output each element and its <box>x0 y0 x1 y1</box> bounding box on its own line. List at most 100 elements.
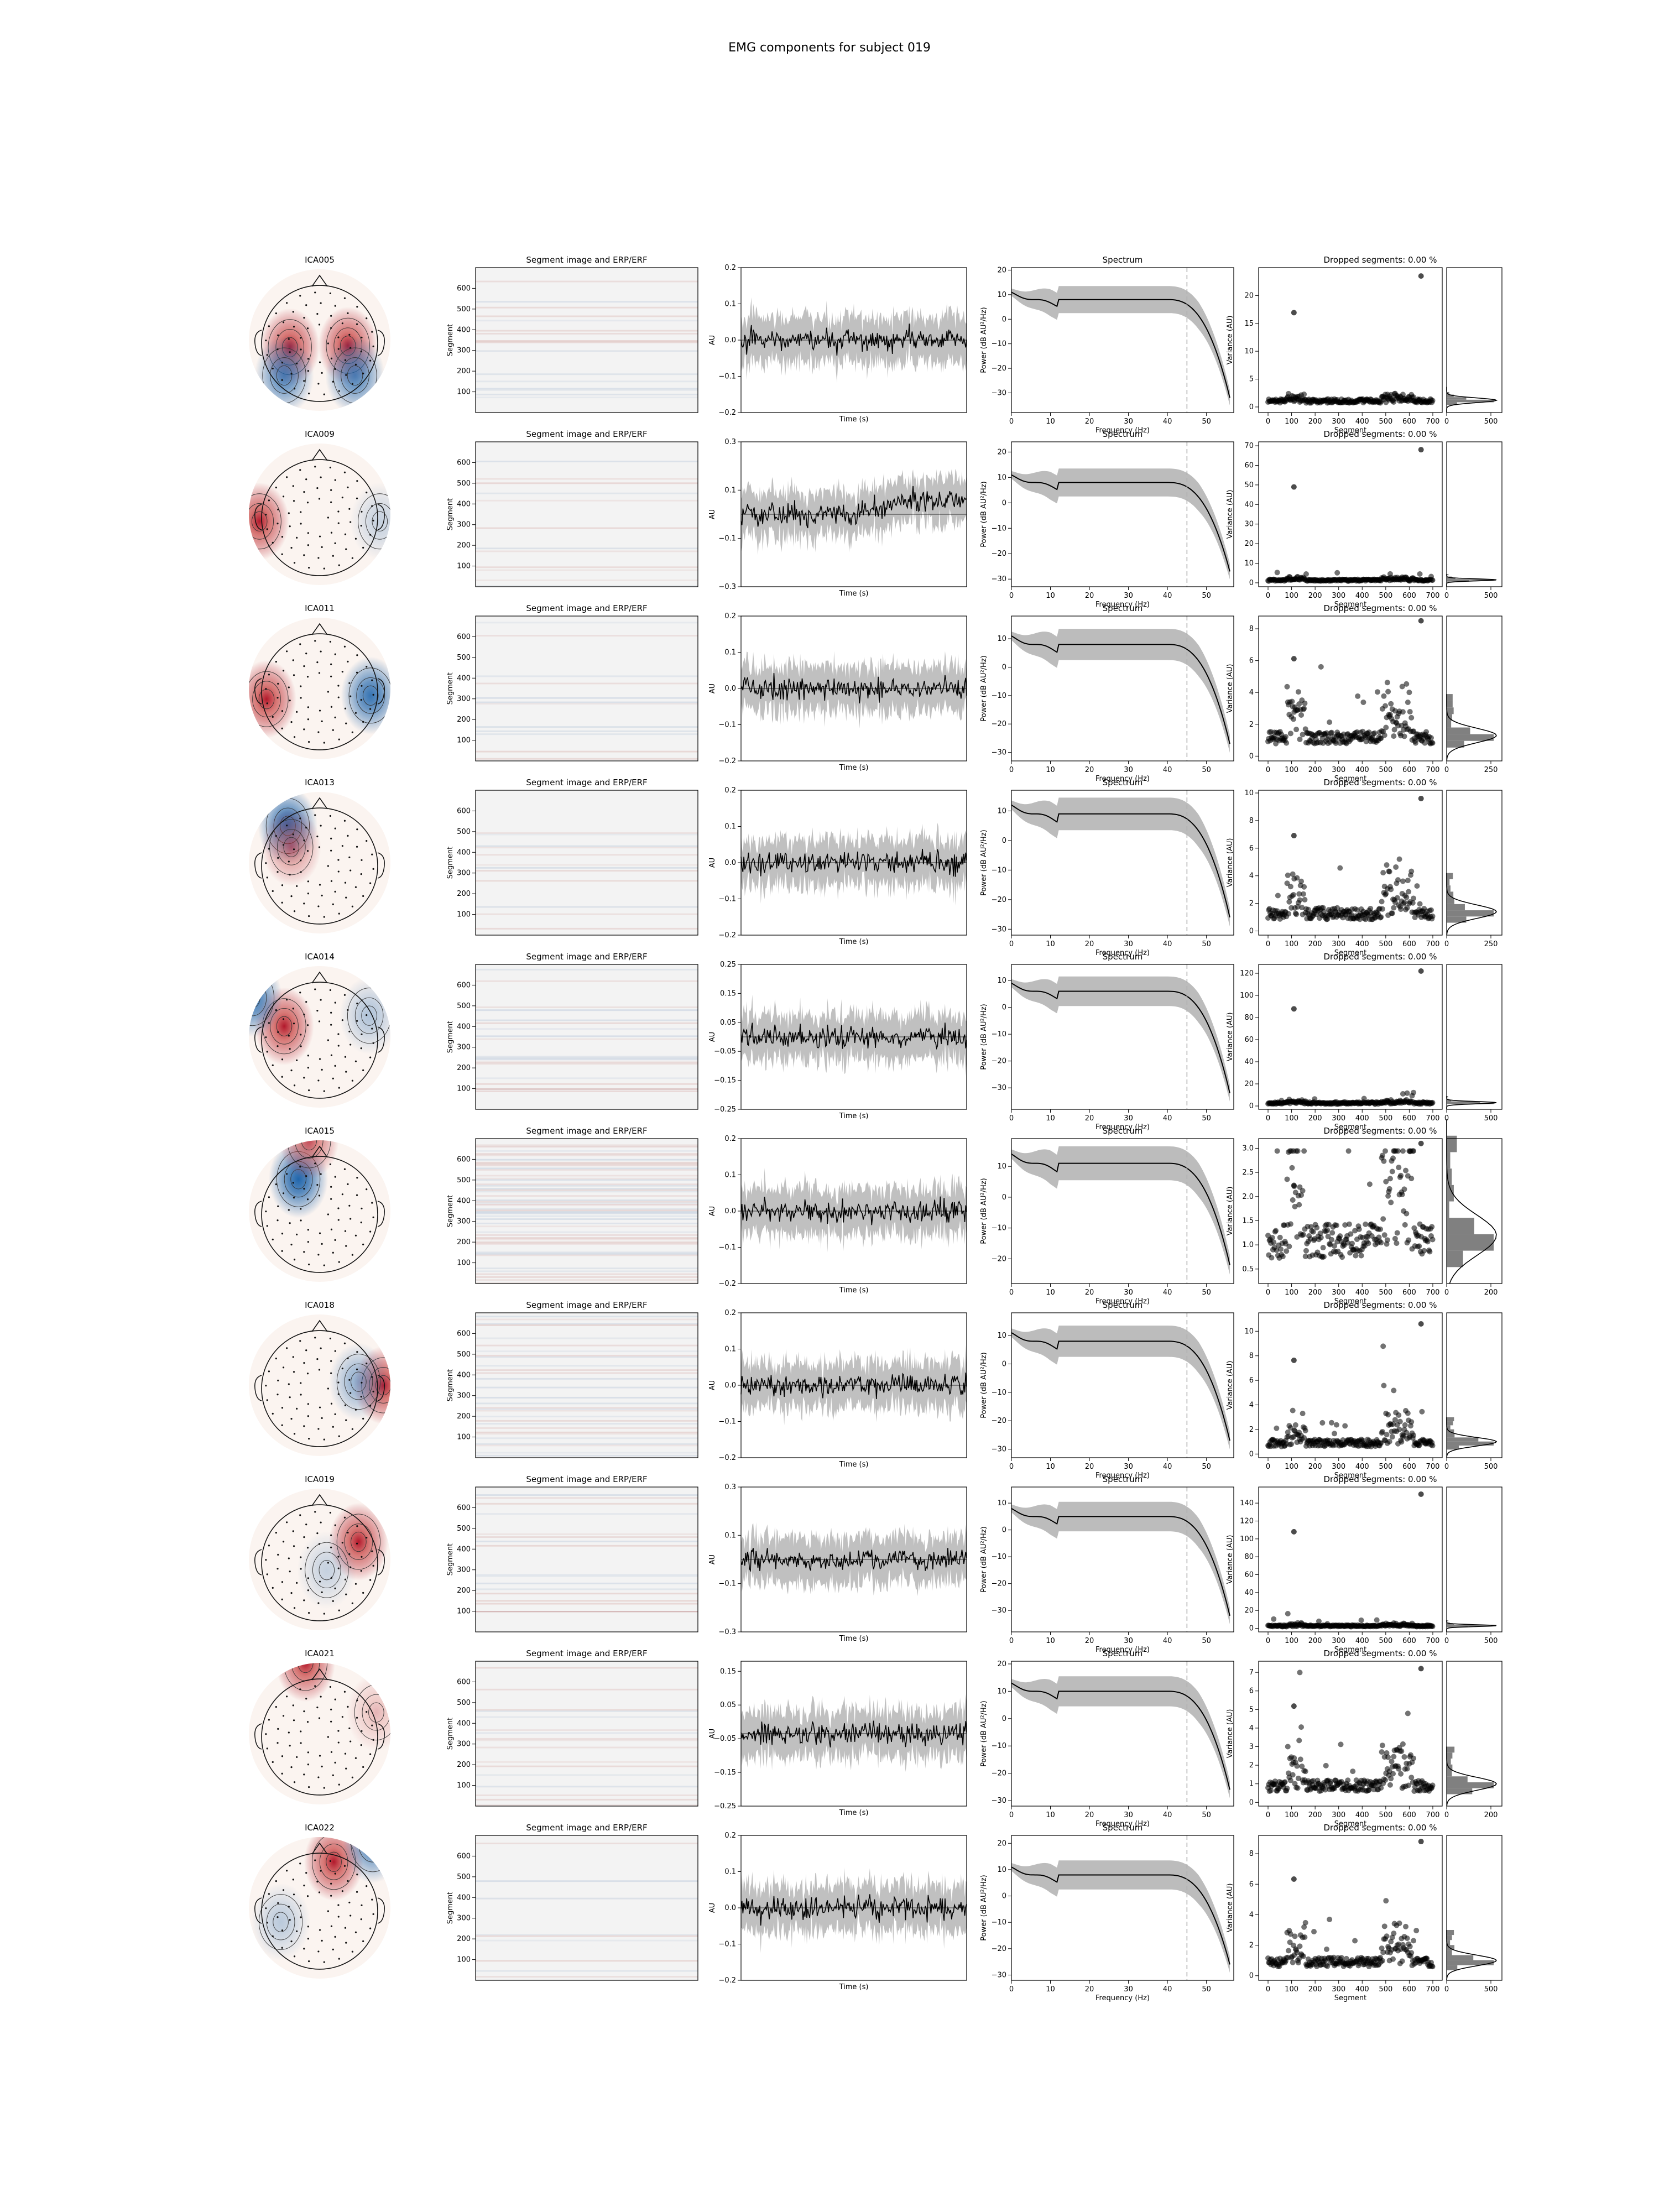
sensor <box>308 1960 310 1963</box>
histogram-bar <box>1447 1417 1454 1422</box>
spectrum-xtick-label: 30 <box>1124 1114 1133 1123</box>
variance-point <box>1401 1186 1407 1192</box>
sensor <box>293 1197 295 1199</box>
sensor <box>320 476 322 478</box>
sensor <box>305 653 307 655</box>
variance-ylabel: Variance (AU) <box>1226 316 1234 365</box>
variance-point <box>1282 1779 1288 1785</box>
variance-point <box>1374 1617 1380 1623</box>
spectrum-xtick-label: 0 <box>1009 1637 1014 1645</box>
segment-image-frame <box>475 441 698 587</box>
sensor <box>303 1948 305 1950</box>
variance-ylabel: Variance (AU) <box>1226 1013 1234 1062</box>
topomap-contour <box>277 829 306 865</box>
sensor <box>361 1207 363 1209</box>
variance-point <box>1285 1610 1291 1616</box>
histogram-bar <box>1447 873 1453 879</box>
sensor <box>265 862 267 864</box>
sensor <box>371 1898 373 1901</box>
variance-xtick-label: 400 <box>1355 1114 1369 1123</box>
sensor <box>303 491 305 493</box>
variance-point <box>1430 577 1436 583</box>
sensor <box>305 1349 307 1352</box>
sensor <box>338 1958 340 1960</box>
segment-image-stripe <box>476 1090 698 1092</box>
variance-point <box>1298 878 1305 884</box>
topomap-contour <box>344 1363 373 1400</box>
histogram-bar <box>1447 580 1469 582</box>
sensor <box>303 380 305 382</box>
segment-image-stripe <box>476 1270 698 1272</box>
erp-ylabel: AU <box>708 1206 717 1216</box>
segment-image-stripe <box>476 1582 698 1584</box>
segment-ylabel: Segment <box>446 1021 455 1053</box>
topomap: ICA014 <box>249 952 390 1108</box>
sensor <box>343 994 346 996</box>
variance-point <box>1295 1960 1301 1966</box>
sensor <box>321 1939 323 1942</box>
sensor <box>268 1719 270 1721</box>
segment-image-ytick-label: 400 <box>457 500 471 508</box>
variance-ytick-label: 6 <box>1249 1880 1254 1888</box>
variance-xtick-label: 0 <box>1266 940 1270 948</box>
sensor <box>371 1550 373 1552</box>
sensor <box>265 1559 267 1561</box>
variance-point <box>1328 729 1334 735</box>
erp-mean-line <box>740 1548 967 1573</box>
sensor <box>334 716 336 718</box>
spectrum-ytick-label: 10 <box>997 1866 1006 1874</box>
variance-point <box>1349 1240 1355 1246</box>
variance-point <box>1295 1785 1301 1791</box>
variance-point <box>1396 1412 1402 1418</box>
variance-ytick-label: 8 <box>1249 1352 1254 1360</box>
sensor <box>314 988 316 990</box>
sensor <box>356 497 358 499</box>
variance-xtick-label: 600 <box>1402 1463 1416 1471</box>
variance-point <box>1405 1410 1411 1416</box>
sensor <box>303 1773 305 1776</box>
erp-ytick-label: 0.1 <box>724 1531 736 1540</box>
variance-point <box>1390 1771 1396 1777</box>
sensor <box>366 1188 368 1191</box>
sensor <box>337 685 340 687</box>
variance-point <box>1381 1232 1387 1238</box>
variance-ylabel: Variance (AU) <box>1226 1709 1234 1759</box>
sensor <box>281 1947 283 1949</box>
sensor <box>345 1593 347 1595</box>
spectrum-xtick-label: 30 <box>1124 592 1133 600</box>
spectrum-ytick-label: −10 <box>992 1742 1006 1750</box>
variance-point <box>1386 1186 1392 1192</box>
variance-point <box>1379 1749 1385 1755</box>
variance-point <box>1293 911 1300 917</box>
segment-image: Segment image and ERP/ERF100200300400500… <box>446 952 698 1110</box>
spectrum-ytick-label: 20 <box>997 1839 1006 1848</box>
sensor <box>303 728 305 731</box>
segment-image-ytick-label: 100 <box>457 562 471 571</box>
sensor <box>330 1751 333 1753</box>
spectrum-xlabel: Frequency (Hz) <box>1095 775 1150 783</box>
segment-image-stripe <box>476 1035 698 1037</box>
sensor <box>343 1865 346 1867</box>
variance-point <box>1278 1246 1284 1252</box>
segment-image-stripe <box>476 1545 698 1547</box>
variance-point <box>1286 1770 1292 1776</box>
spectrum-ytick-label: 0 <box>1002 1892 1006 1901</box>
component-name: ICA021 <box>305 1648 335 1658</box>
sensor <box>356 1699 358 1702</box>
variance-point <box>1395 1148 1401 1154</box>
variance-point <box>1290 1772 1296 1778</box>
variance-point <box>1381 693 1387 699</box>
variance-point <box>1430 1624 1436 1630</box>
sensor <box>266 1573 268 1575</box>
sensor <box>354 1757 357 1759</box>
erp-ylabel: AU <box>708 509 717 519</box>
histogram-bar <box>1447 1950 1452 1955</box>
segment-image-stripe <box>476 1191 698 1193</box>
segment-image-stripe <box>476 492 698 494</box>
segment-image-stripe <box>476 1533 698 1535</box>
sensor <box>303 1014 305 1016</box>
spectrum-ytick-label: −30 <box>992 749 1006 757</box>
variance-point <box>1404 1935 1410 1941</box>
dropped-segments-title: Dropped segments: 0.00 % <box>1324 1474 1437 1484</box>
